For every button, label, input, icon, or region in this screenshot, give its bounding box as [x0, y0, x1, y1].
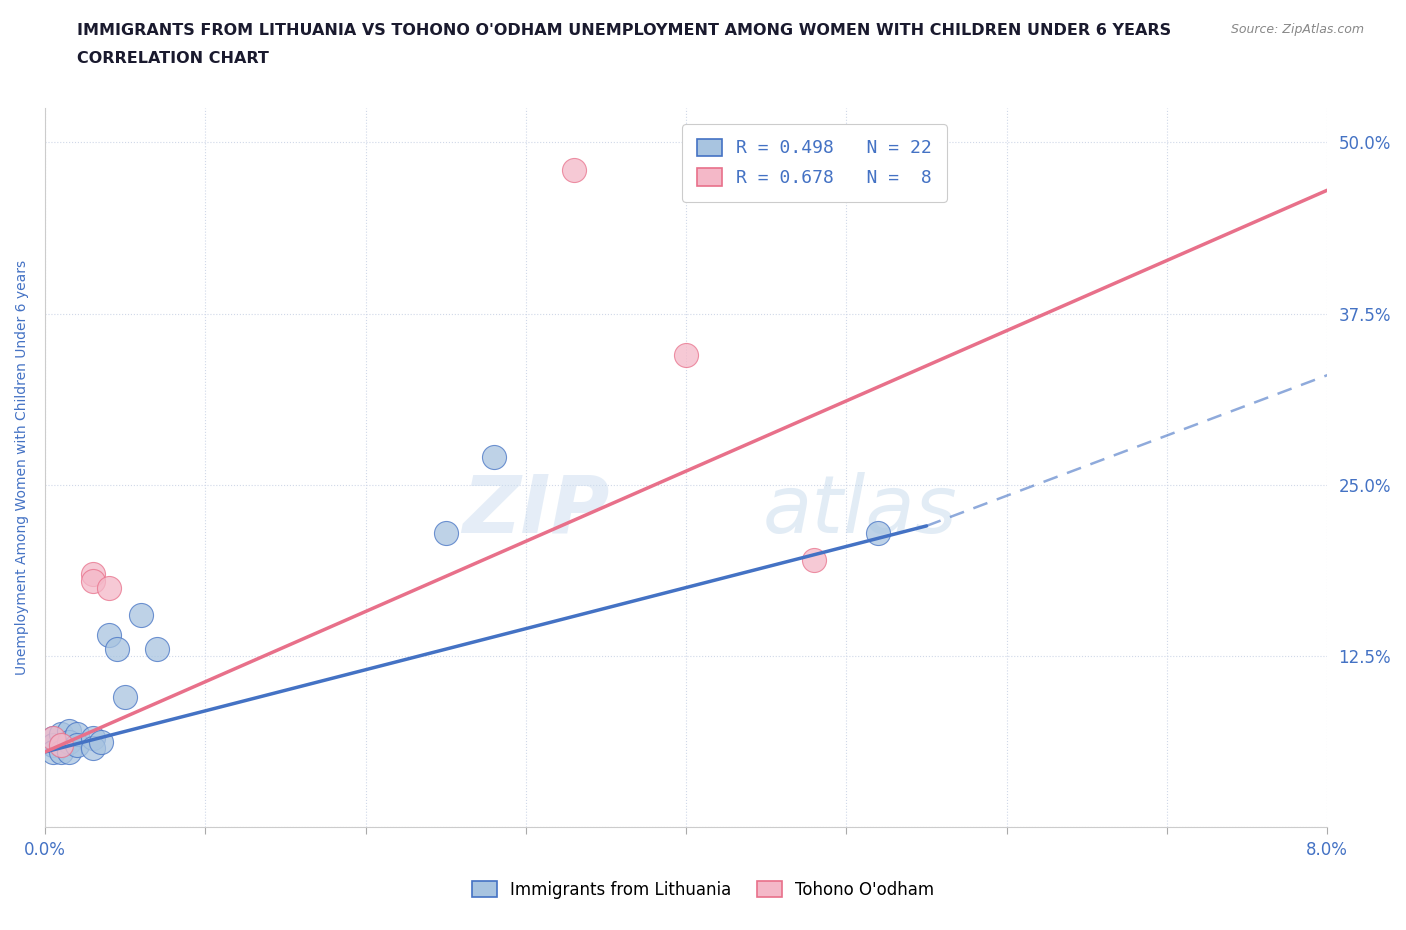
Point — [66, 726, 89, 741]
Point — [434, 525, 457, 540]
Point — [42, 731, 65, 746]
Point — [146, 642, 169, 657]
Point — [58, 735, 80, 750]
Point — [42, 737, 65, 752]
Text: IMMIGRANTS FROM LITHUANIA VS TOHONO O'ODHAM UNEMPLOYMENT AMONG WOMEN WITH CHILDR: IMMIGRANTS FROM LITHUANIA VS TOHONO O'OD… — [77, 23, 1171, 38]
Point — [803, 552, 825, 567]
Point — [98, 628, 121, 643]
Point — [675, 347, 697, 362]
Point — [868, 525, 890, 540]
Point — [49, 726, 72, 741]
Point — [49, 737, 72, 752]
Point — [105, 642, 128, 657]
Point — [49, 745, 72, 760]
Point — [82, 740, 104, 755]
Point — [114, 690, 136, 705]
Point — [82, 573, 104, 588]
Point — [58, 724, 80, 738]
Point — [66, 737, 89, 752]
Point — [562, 162, 585, 177]
Point — [58, 745, 80, 760]
Point — [482, 450, 505, 465]
Legend: Immigrants from Lithuania, Tohono O'odham: Immigrants from Lithuania, Tohono O'odha… — [460, 870, 946, 910]
Point — [49, 737, 72, 752]
Y-axis label: Unemployment Among Women with Children Under 6 years: Unemployment Among Women with Children U… — [15, 260, 30, 675]
Point — [82, 566, 104, 581]
Text: ZIP: ZIP — [461, 472, 609, 550]
Text: atlas: atlas — [763, 472, 957, 550]
Legend: R = 0.498   N = 22, R = 0.678   N =  8: R = 0.498 N = 22, R = 0.678 N = 8 — [682, 125, 946, 202]
Point — [82, 731, 104, 746]
Point — [90, 735, 112, 750]
Text: Source: ZipAtlas.com: Source: ZipAtlas.com — [1230, 23, 1364, 36]
Text: CORRELATION CHART: CORRELATION CHART — [77, 51, 269, 66]
Point — [42, 731, 65, 746]
Point — [42, 745, 65, 760]
Point — [98, 580, 121, 595]
Point — [129, 607, 152, 622]
